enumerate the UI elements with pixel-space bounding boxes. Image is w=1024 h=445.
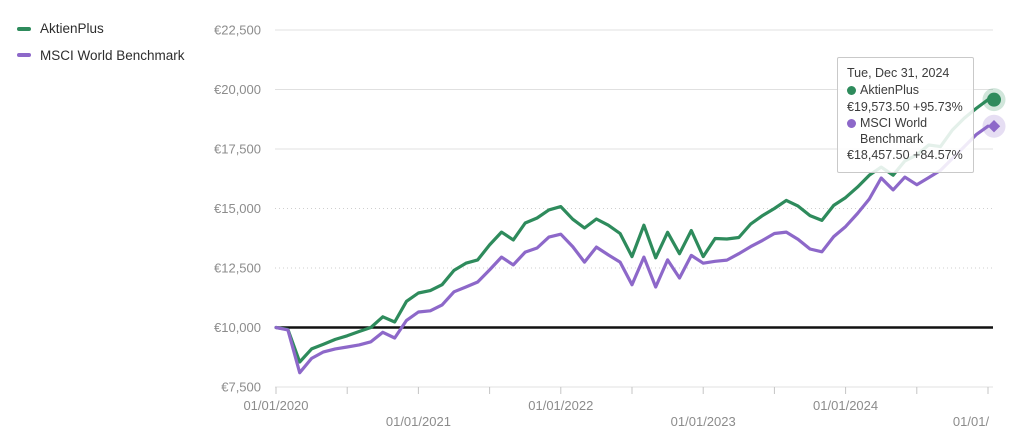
svg-text:01/01/2022: 01/01/2022 bbox=[528, 398, 593, 413]
legend-label: AktienPlus bbox=[40, 21, 104, 36]
tooltip-date: Tue, Dec 31, 2024 bbox=[847, 66, 950, 80]
tooltip-series-name: AktienPlus bbox=[860, 83, 920, 98]
tooltip-series-row: MSCI World Benchmark bbox=[847, 115, 964, 148]
svg-text:€7,500: €7,500 bbox=[221, 380, 261, 395]
tooltip-change: +84.57% bbox=[913, 148, 963, 163]
tooltip-series-value: €19,573.50 +95.73% bbox=[847, 99, 964, 115]
tooltip-series-name: MSCI World Benchmark bbox=[860, 115, 928, 146]
svg-text:01/01/2021: 01/01/2021 bbox=[386, 414, 451, 429]
legend-item-msci-world-benchmark[interactable]: MSCI World Benchmark bbox=[17, 47, 185, 63]
msci-line-swatch-icon bbox=[17, 53, 31, 58]
svg-text:01/01/2020: 01/01/2020 bbox=[243, 398, 308, 413]
series-lines bbox=[274, 98, 990, 375]
tooltip-change: +95.73% bbox=[913, 99, 963, 114]
svg-text:€20,000: €20,000 bbox=[214, 82, 261, 97]
msci-dot-icon bbox=[847, 118, 856, 128]
svg-text:€17,500: €17,500 bbox=[214, 142, 261, 157]
svg-text:01/01/2024: 01/01/2024 bbox=[813, 398, 878, 413]
tooltip-series-value: €18,457.50 +84.57% bbox=[847, 147, 964, 163]
svg-text:€22,500: €22,500 bbox=[214, 23, 261, 38]
chart-tooltip: Tue, Dec 31, 2024 AktienPlus €19,573.50 … bbox=[837, 57, 974, 173]
svg-text:01/01/2023: 01/01/2023 bbox=[671, 414, 736, 429]
x-axis-labels: 01/01/2020 01/01/2021 01/01/2022 01/01/2023… bbox=[243, 398, 989, 429]
tooltip-series-row: AktienPlus bbox=[847, 82, 964, 98]
svg-text:€10,000: €10,000 bbox=[214, 320, 261, 335]
aktienplus-line-swatch-icon bbox=[17, 26, 31, 31]
svg-text:€12,500: €12,500 bbox=[214, 261, 261, 276]
series-end-markers bbox=[982, 88, 1006, 138]
x-axis-ticks bbox=[275, 387, 989, 394]
svg-text:01/01/: 01/01/ bbox=[953, 414, 990, 429]
chart-legend: AktienPlus MSCI World Benchmark bbox=[17, 22, 185, 75]
tooltip-value: €18,457.50 bbox=[847, 148, 910, 163]
legend-label: MSCI World Benchmark bbox=[40, 47, 185, 63]
y-axis-labels: €22,500 €20,000 €17,500 €15,000 €12,500 €10,0… bbox=[214, 23, 261, 395]
tooltip-value: €19,573.50 bbox=[847, 99, 910, 114]
legend-item-aktienplus[interactable]: AktienPlus bbox=[17, 22, 185, 36]
aktienplus-dot-icon bbox=[847, 86, 856, 96]
svg-text:€15,000: €15,000 bbox=[214, 201, 261, 216]
